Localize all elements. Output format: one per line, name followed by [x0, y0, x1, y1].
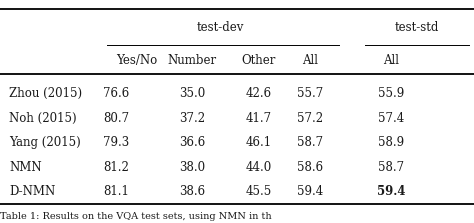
Text: 55.7: 55.7 [297, 87, 324, 100]
Text: Yang (2015): Yang (2015) [9, 136, 81, 149]
Text: test-std: test-std [395, 21, 439, 34]
Text: test-dev: test-dev [197, 21, 244, 34]
Text: 45.5: 45.5 [245, 185, 272, 198]
Text: 80.7: 80.7 [103, 112, 129, 125]
Text: 59.4: 59.4 [297, 185, 324, 198]
Text: 57.4: 57.4 [378, 112, 404, 125]
Text: 35.0: 35.0 [179, 87, 205, 100]
Text: 79.3: 79.3 [103, 136, 129, 149]
Text: 81.2: 81.2 [103, 161, 129, 174]
Text: Noh (2015): Noh (2015) [9, 112, 77, 125]
Text: Zhou (2015): Zhou (2015) [9, 87, 82, 100]
Text: 41.7: 41.7 [245, 112, 272, 125]
Text: Yes/No: Yes/No [116, 54, 157, 67]
Text: Number: Number [167, 54, 217, 67]
Text: NMN: NMN [9, 161, 42, 174]
Text: D-NMN: D-NMN [9, 185, 56, 198]
Text: Other: Other [241, 54, 275, 67]
Text: All: All [302, 54, 319, 67]
Text: 36.6: 36.6 [179, 136, 205, 149]
Text: 58.7: 58.7 [297, 136, 324, 149]
Text: Table 1: Results on the VQA test sets, using NMN in th: Table 1: Results on the VQA test sets, u… [0, 212, 272, 221]
Text: 44.0: 44.0 [245, 161, 272, 174]
Text: 58.7: 58.7 [378, 161, 404, 174]
Text: 38.6: 38.6 [179, 185, 205, 198]
Text: All: All [383, 54, 399, 67]
Text: 37.2: 37.2 [179, 112, 205, 125]
Text: 57.2: 57.2 [297, 112, 324, 125]
Text: 58.6: 58.6 [297, 161, 324, 174]
Text: 59.4: 59.4 [377, 185, 405, 198]
Text: 38.0: 38.0 [179, 161, 205, 174]
Text: 55.9: 55.9 [378, 87, 404, 100]
Text: 58.9: 58.9 [378, 136, 404, 149]
Text: 81.1: 81.1 [103, 185, 129, 198]
Text: 42.6: 42.6 [245, 87, 272, 100]
Text: 76.6: 76.6 [103, 87, 129, 100]
Text: 46.1: 46.1 [245, 136, 272, 149]
